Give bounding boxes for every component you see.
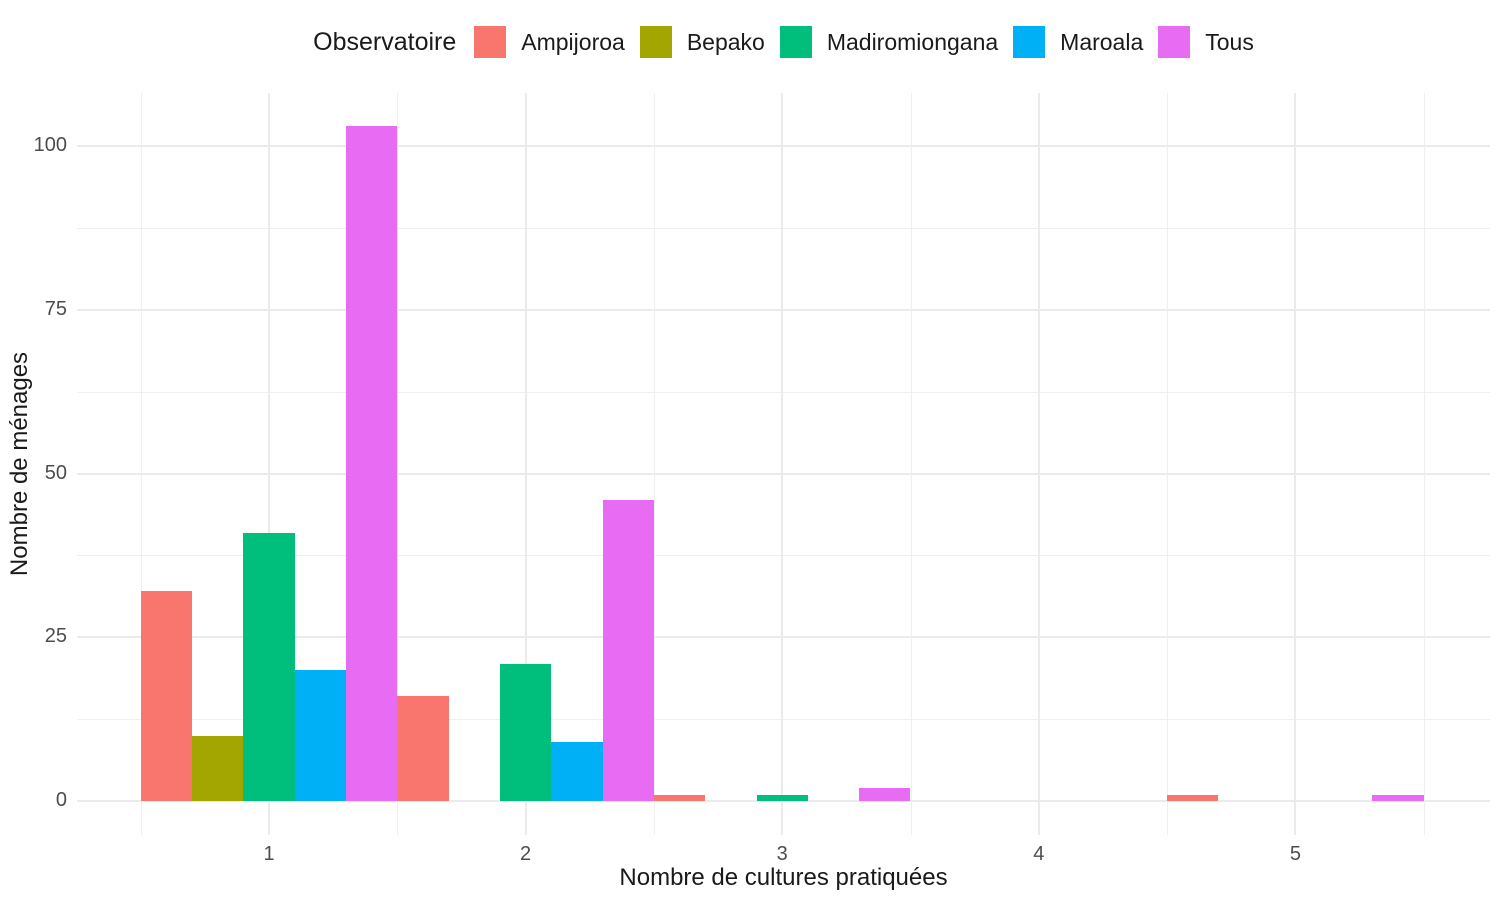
legend-title: Observatoire [313, 27, 457, 56]
bar-madiromiongana-x1 [243, 532, 295, 802]
gridline-y-minor [77, 555, 1490, 557]
gridline-x-minor [397, 93, 399, 835]
legend: Observatoire Ampijoroa Bepako Madiromionga… [77, 24, 1490, 60]
gridline-x-major [524, 93, 527, 835]
bar-maroala-x2 [551, 742, 603, 801]
bar-madiromiongana-x3 [756, 794, 808, 801]
legend-key-bepako-swatch-icon [639, 26, 672, 58]
bar-bepako-x1 [192, 735, 244, 801]
x-tick-label: 3 [776, 843, 788, 865]
gridline-y-major [77, 145, 1490, 147]
gridline-x-minor [140, 93, 142, 835]
gridline-y-major [77, 800, 1490, 802]
gridline-y-major [77, 472, 1490, 475]
y-tick-label: 50 [44, 461, 67, 484]
bar-ampijoroa-x3 [653, 794, 706, 801]
bar-maroala-x1 [294, 670, 346, 801]
gridline-y-minor [77, 227, 1490, 229]
gridline-x-minor [653, 93, 655, 835]
legend-label-maroala: Maroala [1060, 28, 1144, 55]
gridline-y-minor [77, 719, 1490, 721]
bar-ampijoroa-x1 [140, 591, 192, 801]
legend-item-tous: Tous [1158, 26, 1254, 58]
gridline-y-major [77, 636, 1490, 639]
bar-ampijoroa-x2 [397, 696, 449, 801]
x-tick-label: 5 [1289, 843, 1301, 865]
legend-item-maroala: Maroala [1013, 26, 1143, 58]
gridline-x-major [1294, 93, 1297, 835]
legend-key-madiromiongana-swatch-icon [779, 26, 812, 58]
x-axis-title: Nombre de cultures pratiquées [619, 864, 948, 891]
legend-item-bepako: Bepako [639, 26, 765, 58]
gridline-x-major [781, 93, 784, 835]
x-tick-label: 4 [1033, 843, 1045, 865]
gridline-x-minor [1423, 93, 1425, 835]
gridline-x-major [1037, 93, 1040, 835]
bar-madiromiongana-x2 [499, 663, 552, 801]
bar-tous-x5 [1372, 794, 1424, 801]
gridline-x-major [268, 93, 270, 835]
y-tick-label: 100 [33, 134, 67, 157]
bar-ampijoroa-x5 [1167, 794, 1219, 801]
legend-key-ampijoroa-swatch-icon [474, 26, 507, 58]
legend-label-tous: Tous [1205, 28, 1254, 55]
legend-label-bepako: Bepako [686, 28, 765, 55]
gridline-y-minor [77, 391, 1490, 393]
gridline-x-minor [910, 93, 912, 835]
legend-key-tous-swatch-icon [1158, 26, 1191, 58]
x-tick-label: 2 [520, 843, 532, 865]
y-tick-label: 0 [55, 789, 67, 812]
gridline-x-minor [1167, 93, 1169, 835]
bar-tous-x3 [859, 787, 911, 801]
bar-tous-x1 [346, 126, 398, 801]
gridline-y-major [77, 308, 1490, 311]
legend-item-madiromiongana: Madiromiongana [779, 26, 999, 58]
legend-key-maroala-swatch-icon [1013, 26, 1046, 58]
x-tick-label: 1 [263, 843, 275, 865]
y-tick-label: 75 [44, 297, 67, 320]
legend-item-ampijoroa: Ampijoroa [474, 26, 625, 58]
legend-label-madiromiongana: Madiromiongana [826, 28, 999, 55]
bar-tous-x2 [602, 499, 654, 801]
y-tick-label: 25 [44, 625, 67, 648]
legend-label-ampijoroa: Ampijoroa [521, 28, 625, 55]
